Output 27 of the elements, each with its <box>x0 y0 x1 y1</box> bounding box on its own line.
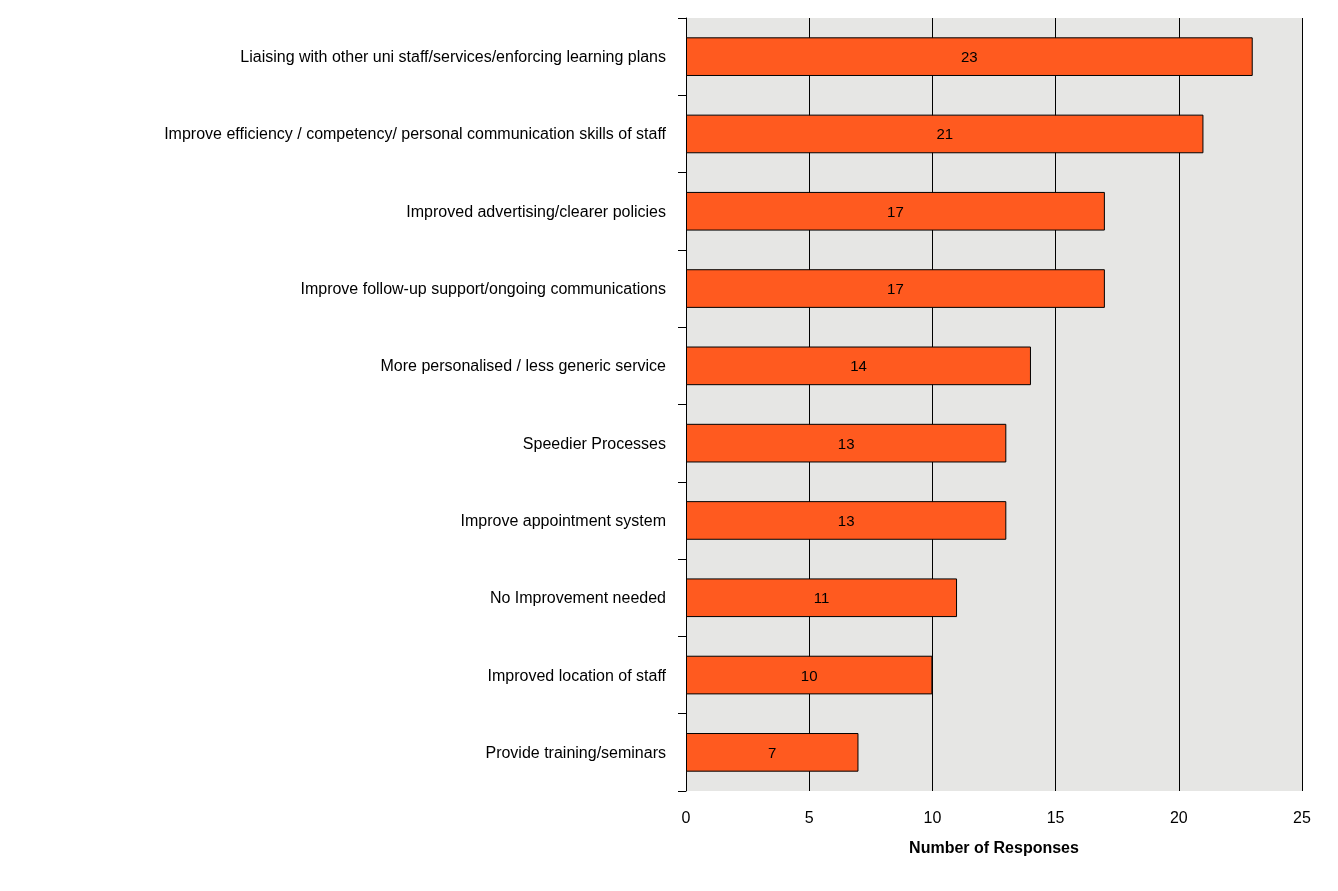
x-tick-label: 20 <box>1169 808 1188 826</box>
y-tick-label: Speedier Processes <box>522 434 666 452</box>
y-tick-label: Improve follow-up support/ongoing communications <box>300 280 666 298</box>
y-tick-label: Improve appointment system <box>460 511 666 529</box>
data-label: 17 <box>887 280 904 298</box>
data-label: 23 <box>961 48 978 66</box>
y-tick-label: Improved location of staff <box>487 666 667 684</box>
y-tick-label: Improve efficiency / competency/ personal communication skills of staff <box>164 125 667 143</box>
data-label: 11 <box>813 589 830 607</box>
y-tick-label: Provide training/seminars <box>485 743 666 761</box>
y-tick-label: Improved advertising/clearer policies <box>406 202 666 220</box>
y-tick-label: More personalised / less generic service <box>380 357 667 375</box>
x-axis-title: Number of Responses <box>909 838 1080 856</box>
y-tick-label: Liaising with other uni staff/services/enforcing learning plans <box>240 48 666 66</box>
x-tick-label: 25 <box>1293 808 1311 826</box>
y-tick-label: No Improvement needed <box>489 589 666 607</box>
x-tick-label: 15 <box>1046 808 1065 826</box>
x-tick-label: 0 <box>681 808 691 826</box>
data-label: 7 <box>768 743 777 761</box>
data-label: 10 <box>800 666 818 684</box>
data-label: 13 <box>837 434 855 452</box>
data-label: 13 <box>837 511 855 529</box>
data-label: 14 <box>850 357 867 375</box>
x-tick-label: 10 <box>923 808 942 826</box>
x-tick-label: 5 <box>804 808 814 826</box>
data-label: 17 <box>887 202 904 220</box>
data-label: 21 <box>936 125 954 143</box>
